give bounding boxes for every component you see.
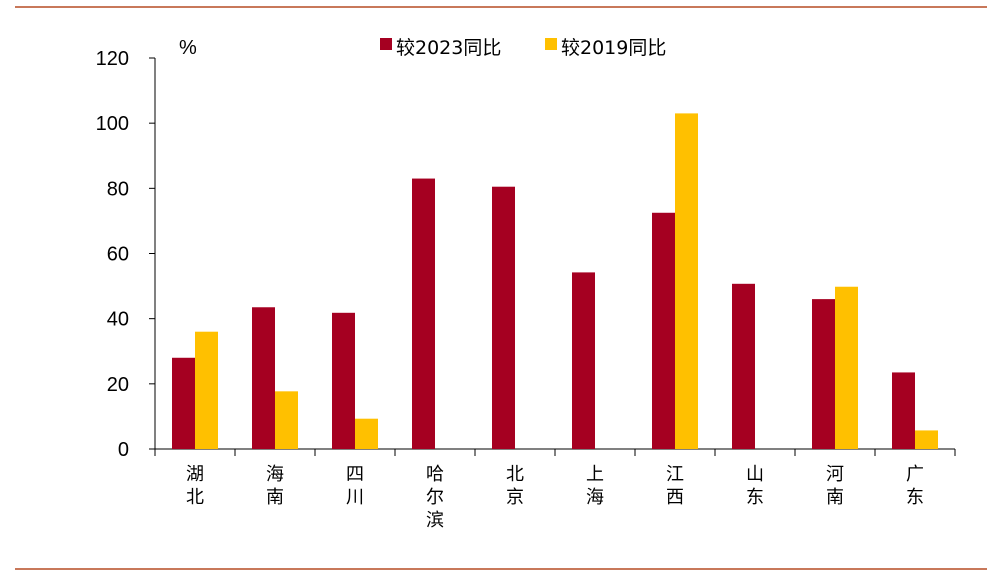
y-tick-label: 0 — [118, 439, 129, 461]
bar-2023-2 — [332, 312, 355, 449]
y-tick-label: 120 — [96, 48, 129, 70]
bar-2019-0 — [195, 331, 218, 449]
category-label: 河南 — [826, 464, 844, 508]
bar-2019-6 — [675, 113, 698, 450]
bar-2023-0 — [172, 357, 195, 449]
category-label: 广东 — [906, 464, 924, 508]
y-unit-label: % — [179, 37, 197, 59]
bar-2023-9 — [892, 372, 915, 449]
y-tick-label: 60 — [107, 244, 129, 266]
top-rule — [15, 6, 987, 8]
category-label: 北京 — [506, 464, 524, 508]
category-label: 海南 — [266, 464, 284, 508]
legend-swatch-2023 — [380, 38, 392, 50]
bar-2023-5 — [572, 272, 595, 449]
bar-2019-2 — [355, 418, 378, 449]
legend-swatch-2019 — [545, 38, 557, 50]
category-label: 湖北 — [186, 464, 204, 508]
bar-2023-3 — [412, 178, 435, 449]
bar-2019-1 — [275, 391, 298, 449]
y-tick-label: 40 — [107, 309, 129, 331]
legend-label-2019: 较2019同比 — [561, 37, 666, 59]
bars — [172, 113, 938, 450]
category-label: 四川 — [346, 464, 364, 508]
category-label: 上海 — [586, 464, 604, 508]
category-label: 江西 — [666, 464, 684, 508]
bar-2023-6 — [652, 212, 675, 449]
bar-2023-7 — [732, 283, 755, 449]
legend-label-2023: 较2023同比 — [396, 37, 501, 59]
bar-2019-9 — [915, 430, 938, 449]
bottom-rule — [15, 568, 987, 570]
category-label: 山东 — [746, 464, 764, 508]
y-axis-ticks: 0 20 40 60 80 100 120 — [96, 48, 155, 461]
x-axis-ticks — [154, 449, 956, 456]
bar-2023-1 — [252, 307, 275, 449]
category-labels: 湖北 海南 四川 哈尔滨 北京 上海 江西 山东 河南 广东 — [186, 464, 924, 531]
bar-2023-4 — [492, 186, 515, 449]
bar-2019-8 — [835, 286, 858, 449]
y-tick-label: 100 — [96, 113, 129, 135]
bar-2023-8 — [812, 299, 835, 449]
y-tick-label: 20 — [107, 374, 129, 396]
y-tick-label: 80 — [107, 178, 129, 200]
legend: 较2023同比 较2019同比 — [380, 37, 666, 59]
category-label: 哈尔滨 — [426, 464, 444, 531]
